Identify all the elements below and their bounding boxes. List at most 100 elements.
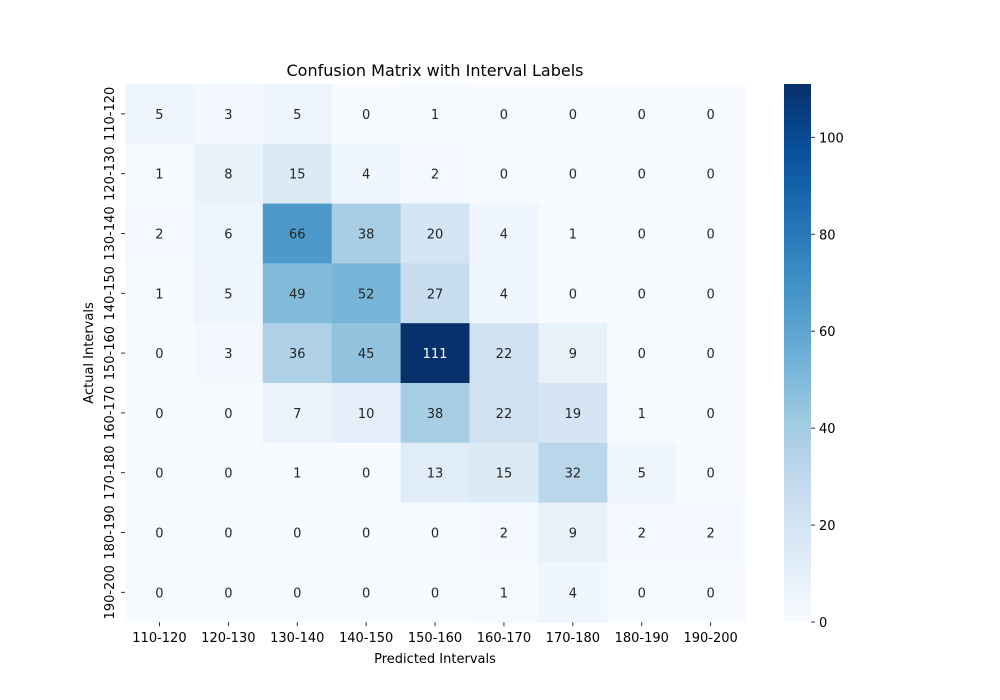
cell-value: 38 <box>427 407 444 422</box>
cell-value: 5 <box>224 287 232 302</box>
heatmap-cell <box>193 263 264 324</box>
heatmap-cell <box>331 323 402 384</box>
cell-value: 45 <box>358 347 375 362</box>
cell-value: 0 <box>362 527 370 542</box>
cell-value: 0 <box>638 586 646 601</box>
cell-value: 2 <box>500 527 508 542</box>
heatmap-cell <box>607 84 677 145</box>
x-tick-label: 120-130 <box>201 631 255 646</box>
heatmap-cell <box>469 84 539 145</box>
heatmap-cell <box>193 562 264 623</box>
heatmap-cell <box>607 383 677 444</box>
cell-value: 0 <box>707 407 715 422</box>
heatmap-cell <box>607 502 677 563</box>
cell-value: 2 <box>707 527 715 542</box>
heatmap-cell <box>676 442 746 504</box>
cell-value: 6 <box>224 228 232 243</box>
cell-value: 1 <box>431 108 439 123</box>
cell-value: 0 <box>362 586 370 601</box>
cell-value: 36 <box>289 347 306 362</box>
cell-value: 9 <box>569 527 577 542</box>
heatmap-cell <box>469 562 539 623</box>
cell-value: 2 <box>431 168 439 183</box>
chart-title: Confusion Matrix with Interval Labels <box>286 61 583 80</box>
heatmap-cell <box>125 562 195 623</box>
cell-value: 0 <box>707 108 715 123</box>
heatmap-cell <box>193 203 264 264</box>
cell-value: 1 <box>155 287 163 302</box>
x-tick-label: 160-170 <box>477 631 531 646</box>
cell-value: 0 <box>224 407 232 422</box>
cell-value: 0 <box>638 168 646 183</box>
heatmap-cell <box>331 84 402 145</box>
x-tick-label: 140-150 <box>339 631 393 646</box>
y-tick-label: 120-130 <box>103 147 118 201</box>
heatmap-cell <box>607 323 677 384</box>
heatmap-cell <box>469 203 539 264</box>
heatmap-cell <box>262 84 333 145</box>
heatmap-cell <box>125 502 195 563</box>
y-axis-ticks: 110-120 120-130 130-140 140-150 150-160 160-1… <box>103 87 125 619</box>
cell-value: 4 <box>500 228 508 243</box>
heatmap-cell <box>331 203 402 264</box>
colorbar-tick-label: 0 <box>819 616 827 631</box>
cell-value: 1 <box>500 586 508 601</box>
cell-value: 15 <box>289 168 306 183</box>
heatmap-cell <box>676 84 746 145</box>
heatmap-cell <box>400 502 471 563</box>
x-axis-label: Predicted Intervals <box>374 652 496 667</box>
cell-value: 0 <box>362 108 370 123</box>
heatmap-cell <box>331 143 402 205</box>
cell-value: 5 <box>293 108 301 123</box>
cell-value: 0 <box>224 467 232 482</box>
colorbar <box>784 84 811 622</box>
cell-value: 0 <box>500 168 508 183</box>
heatmap-cell <box>607 562 677 623</box>
cell-value: 3 <box>224 347 232 362</box>
heatmap-cell <box>538 84 608 145</box>
heatmap-cell <box>262 203 333 264</box>
cell-value: 66 <box>289 228 306 243</box>
heatmap-cell <box>262 502 333 563</box>
heatmap-cell <box>538 263 608 324</box>
colorbar-tick-label: 80 <box>819 228 836 243</box>
heatmap-cell <box>538 562 608 623</box>
cell-value: 2 <box>638 527 646 542</box>
heatmap-cell <box>607 263 677 324</box>
cell-value: 0 <box>638 347 646 362</box>
cell-value: 32 <box>565 467 582 482</box>
heatmap-cell <box>125 203 195 264</box>
x-tick-label: 110-120 <box>132 631 186 646</box>
cell-value: 10 <box>358 407 375 422</box>
heatmap-cell <box>538 442 608 504</box>
heatmap-cell <box>193 383 264 444</box>
heatmap-cell <box>469 143 539 205</box>
y-tick-label: 130-140 <box>103 206 118 260</box>
cell-value: 0 <box>638 287 646 302</box>
cell-value: 49 <box>289 287 306 302</box>
heatmap-cell <box>125 143 195 205</box>
x-tick-label: 180-190 <box>615 631 669 646</box>
heatmap-cell <box>400 143 471 205</box>
heatmap-cell <box>400 323 471 384</box>
heatmap-cell <box>262 263 333 324</box>
cell-value: 4 <box>362 168 370 183</box>
cell-value: 22 <box>496 347 513 362</box>
heatmap-cell <box>193 442 264 504</box>
heatmap-cell <box>193 143 264 205</box>
cell-value: 0 <box>293 586 301 601</box>
cell-value: 1 <box>569 228 577 243</box>
cell-value: 27 <box>427 287 444 302</box>
y-tick-label: 140-150 <box>103 266 118 320</box>
cell-value: 1 <box>293 467 301 482</box>
heatmap-cell <box>262 442 333 504</box>
heatmap-cell <box>400 383 471 444</box>
heatmap-cell <box>193 502 264 563</box>
colorbar-ticks: 0 20 40 60 80 100 <box>811 131 844 631</box>
cell-value: 38 <box>358 228 375 243</box>
heatmap-cell <box>676 562 746 623</box>
cell-value: 0 <box>638 108 646 123</box>
heatmap-cell <box>331 562 402 623</box>
heatmap-cell <box>676 323 746 384</box>
